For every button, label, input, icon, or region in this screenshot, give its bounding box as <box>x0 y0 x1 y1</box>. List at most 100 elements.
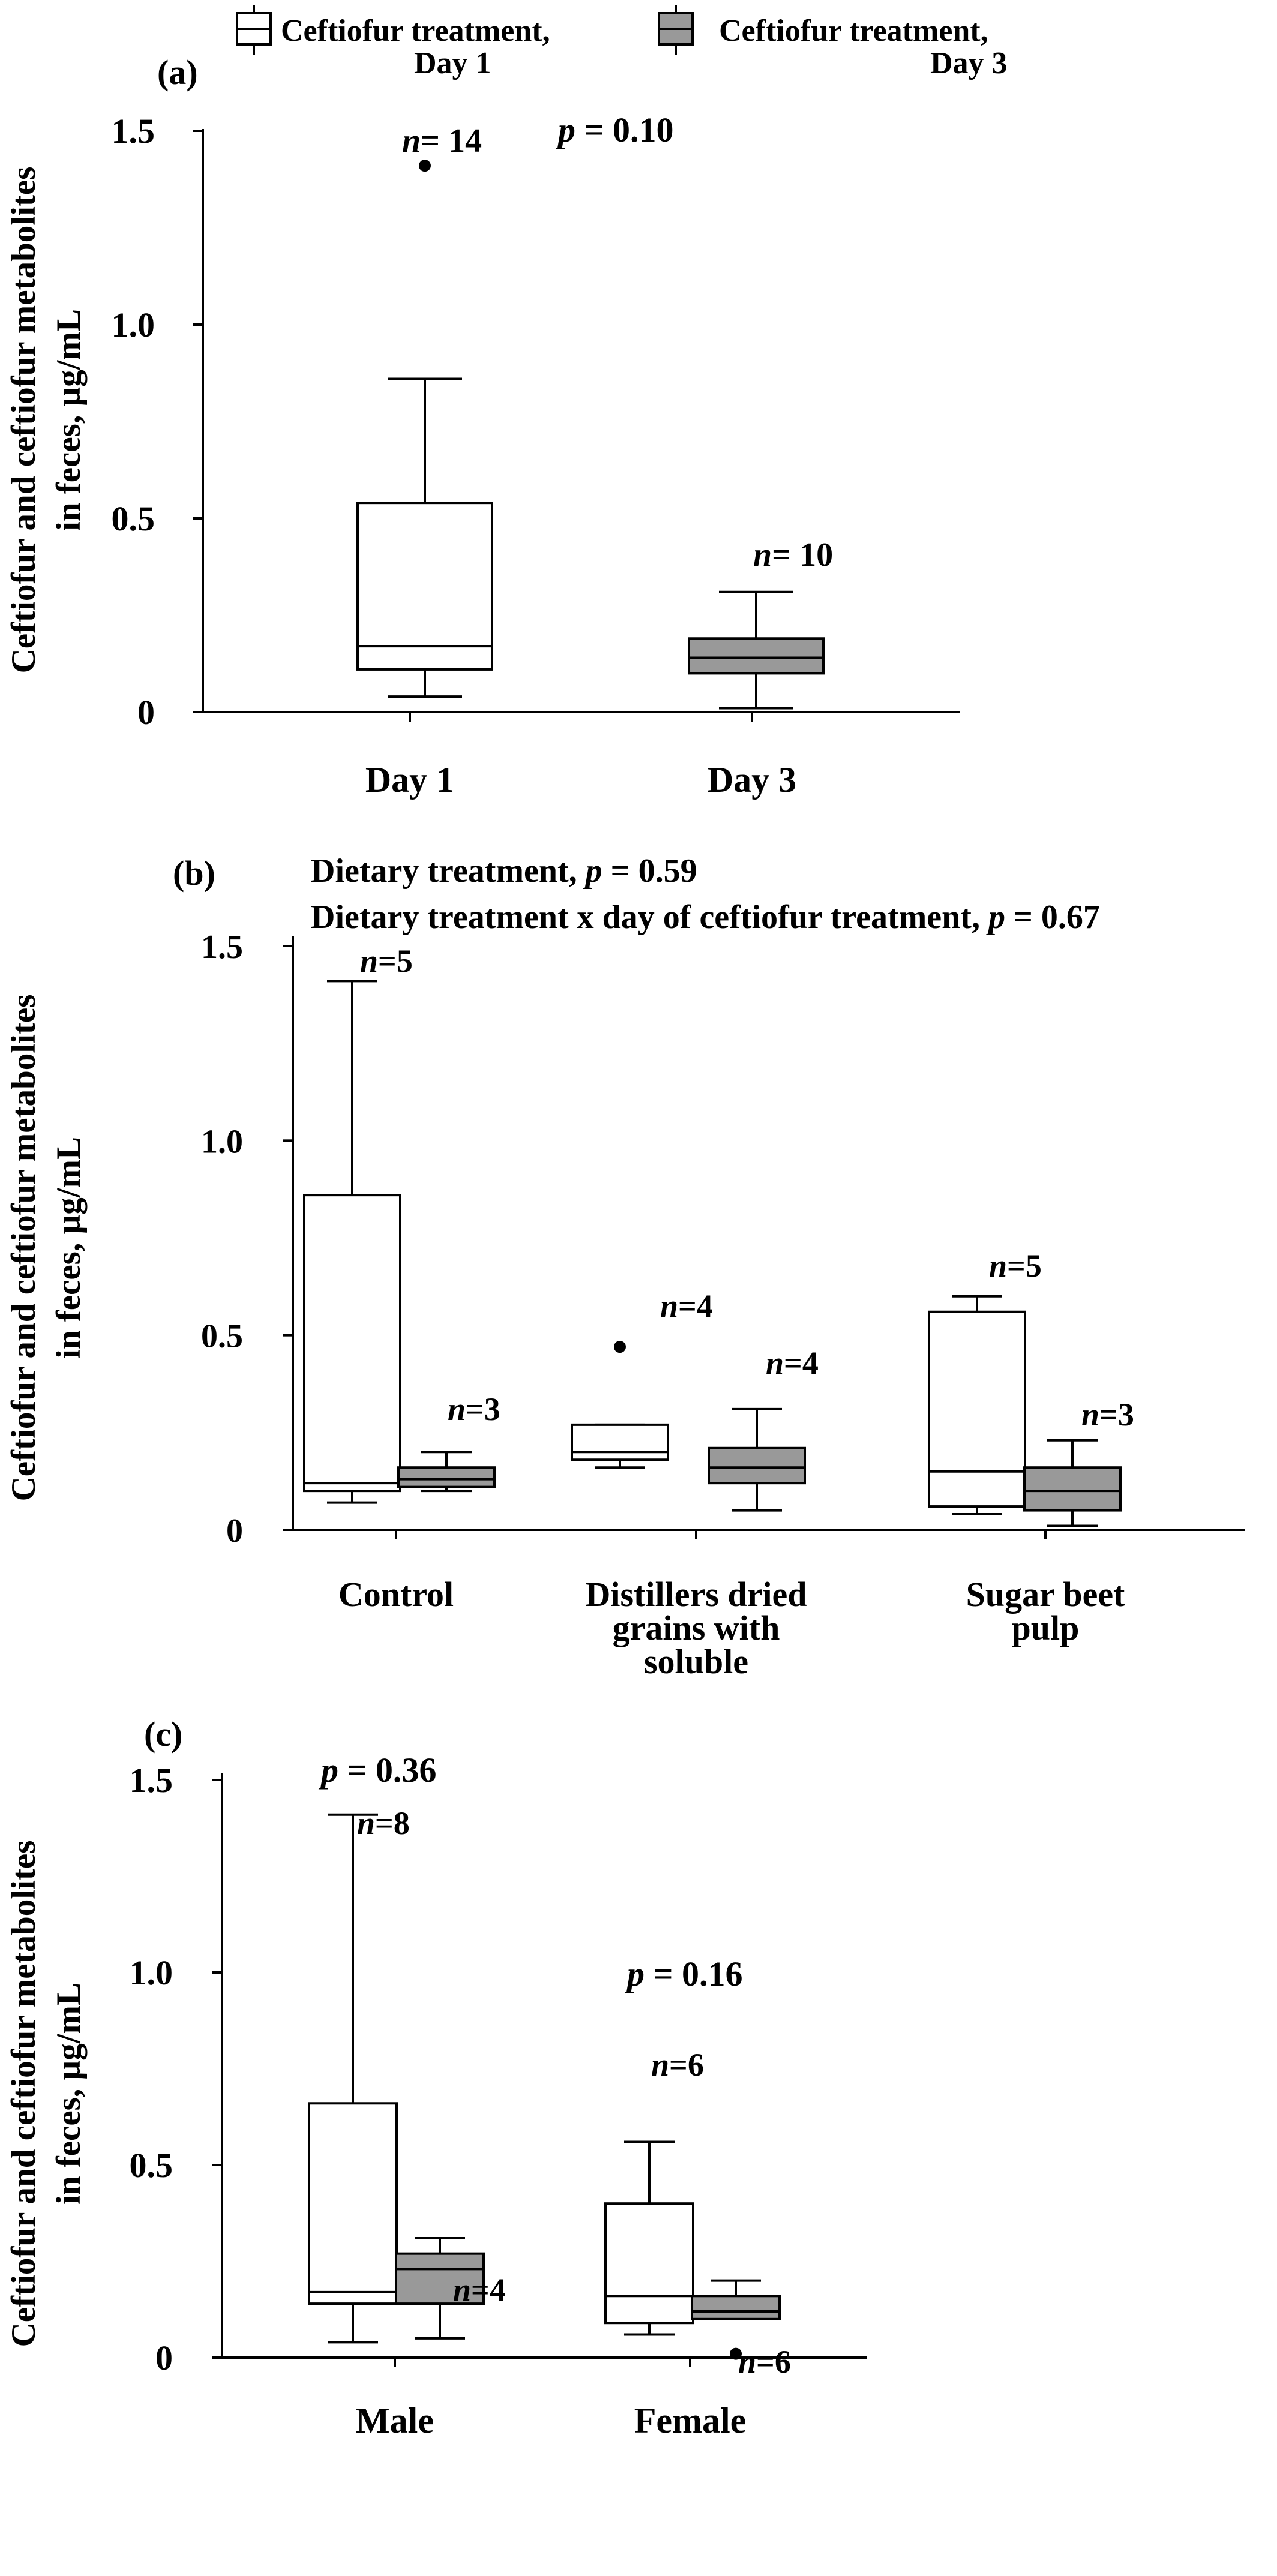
x-tick-label: Distillers dried grains with soluble <box>586 1575 807 1681</box>
box-day-3: n=6 <box>691 2279 791 2380</box>
box-iqr <box>308 2102 398 2305</box>
p-value-text: = 0.36 <box>338 1751 437 1790</box>
x-tick-label: Female <box>634 2401 747 2440</box>
box-day-1: n=6 <box>604 2047 704 2336</box>
sample-size-symbol: n <box>738 2344 756 2380</box>
p-value-text: = 0.67 <box>1005 899 1100 936</box>
legend-label-line2: Day 3 <box>930 46 1008 80</box>
x-tick-label: Day 1 <box>365 760 454 800</box>
sample-size-label: n=4 <box>660 1288 713 1324</box>
sample-size-label: n=4 <box>766 1345 819 1381</box>
box-day-1: n=8 <box>308 1805 410 2344</box>
p-value-annotation: p = 0.36 <box>318 1751 437 1790</box>
p-value-text: = 0.16 <box>645 1954 743 1993</box>
x-tick-label: Control <box>338 1575 454 1614</box>
panel-label: (b) <box>173 854 215 893</box>
box-iqr <box>571 1423 669 1461</box>
sample-size-symbol: n <box>1081 1397 1099 1433</box>
box-day-1: n=5 <box>928 1248 1042 1516</box>
x-tick-label-line: Male <box>356 2401 434 2440</box>
p-value-symbol: p <box>986 899 1005 936</box>
p-value-annotation: Dietary treatment, p = 0.59 <box>311 852 697 890</box>
sample-size-value: =8 <box>375 1805 410 1841</box>
box-day-1: n=4 <box>571 1288 713 1469</box>
sample-size-value: =5 <box>1007 1248 1042 1284</box>
box-iqr <box>356 502 493 671</box>
sample-size-symbol: n <box>753 536 772 574</box>
box-day-3: n=3 <box>397 1391 500 1493</box>
box-day-3: n= 10 <box>688 536 833 710</box>
sample-size-label: n= 10 <box>753 536 833 574</box>
box-day-3: n=3 <box>1023 1397 1134 1527</box>
y-tick-label: 1.5 <box>130 1761 173 1800</box>
sample-size-value: = 14 <box>421 122 482 160</box>
legend-label-line2: Day 1 <box>414 46 491 80</box>
y-axis-label: Ceftiofur and ceftiofur metabolites in fe… <box>5 1841 88 2347</box>
x-tick-label-line: Day 3 <box>708 760 796 800</box>
sample-size-label: n=6 <box>651 2047 704 2083</box>
x-tick-label-line: Female <box>634 2401 747 2440</box>
sample-size-symbol: n <box>357 1805 375 1841</box>
p-value-prefix: Dietary treatment x day of ceftiofur tre… <box>311 899 988 936</box>
sample-size-value: =5 <box>378 943 413 979</box>
panel-label: (c) <box>144 1715 182 1754</box>
box-iqr <box>604 2202 694 2325</box>
panel-label: (a) <box>157 53 198 92</box>
box-day-1: n=5 <box>303 943 413 1504</box>
p-value-text: = 0.59 <box>602 852 697 890</box>
sample-size-symbol: n <box>989 1248 1007 1284</box>
y-tick-label: 1.0 <box>112 305 155 344</box>
sample-size-label: n=3 <box>1081 1397 1134 1433</box>
p-value-symbol: p <box>583 852 602 890</box>
sample-size-label: n=3 <box>448 1391 500 1427</box>
sample-size-value: =3 <box>466 1391 500 1427</box>
box-iqr <box>395 2252 485 2305</box>
p-value-symbol: p <box>624 1954 645 1993</box>
sample-size-value: =6 <box>756 2344 791 2380</box>
panel-a: (a) Ceftiofur and ceftiofur metabolites in… <box>5 53 960 800</box>
sample-size-symbol: n <box>660 1288 678 1324</box>
y-tick-label: 0.5 <box>112 499 155 538</box>
x-tick-label: Day 3 <box>708 760 796 800</box>
y-axis-label-line2: in feces, µg/mL <box>50 309 88 531</box>
y-tick-label: 1.5 <box>112 112 155 151</box>
x-tick-label-line: soluble <box>644 1642 748 1681</box>
outlier-point <box>614 1341 626 1353</box>
y-tick-label: 0.5 <box>130 2146 173 2185</box>
x-tick-label-line: grains with <box>613 1608 780 1647</box>
sample-size-label: n=6 <box>738 2344 791 2380</box>
sample-size-label: n= 14 <box>402 122 482 160</box>
box-iqr <box>303 1194 401 1493</box>
y-axis-label: Ceftiofur and ceftiofur metabolites in fe… <box>5 995 88 1502</box>
legend-item: Ceftiofur treatment,Day 1 <box>236 5 550 80</box>
p-value-annotation: Dietary treatment x day of ceftiofur tre… <box>311 899 1100 936</box>
x-tick-label: Male <box>356 2401 434 2440</box>
y-tick-label: 0 <box>155 2338 173 2377</box>
p-value-prefix: Dietary treatment, <box>311 852 586 890</box>
x-tick-label-line: Control <box>338 1575 454 1614</box>
sample-size-symbol: n <box>448 1391 466 1427</box>
box-day-1: n= 14 <box>356 122 493 698</box>
p-value-text: = 0.10 <box>575 110 674 149</box>
sample-size-label: n=4 <box>453 2272 506 2308</box>
sample-size-value: = 10 <box>772 536 833 574</box>
box-iqr <box>708 1446 806 1485</box>
x-tick-label-line: pulp <box>1012 1608 1080 1647</box>
sample-size-value: =4 <box>471 2272 506 2308</box>
y-tick-label: 1.5 <box>201 929 243 966</box>
y-axis-label-line1: Ceftiofur and ceftiofur metabolites <box>5 167 43 674</box>
sample-size-value: =4 <box>678 1288 713 1324</box>
y-tick-label: 1.0 <box>130 1953 173 1992</box>
box-iqr <box>691 2295 781 2320</box>
y-tick-label: 1.0 <box>201 1123 243 1160</box>
box-day-3: n=4 <box>708 1345 819 1512</box>
panel-b: (b) Ceftiofur and ceftiofur metabolites in… <box>5 852 1245 1681</box>
sample-size-symbol: n <box>360 943 378 979</box>
y-axis-label-line1: Ceftiofur and ceftiofur metabolites <box>5 1841 43 2347</box>
box-iqr <box>1023 1466 1122 1512</box>
p-value-annotation: p = 0.16 <box>624 1954 743 1993</box>
sample-size-label: n=5 <box>360 943 413 979</box>
p-value-annotation: p = 0.10 <box>555 110 674 149</box>
legend-label: Ceftiofur treatment, <box>719 14 988 48</box>
